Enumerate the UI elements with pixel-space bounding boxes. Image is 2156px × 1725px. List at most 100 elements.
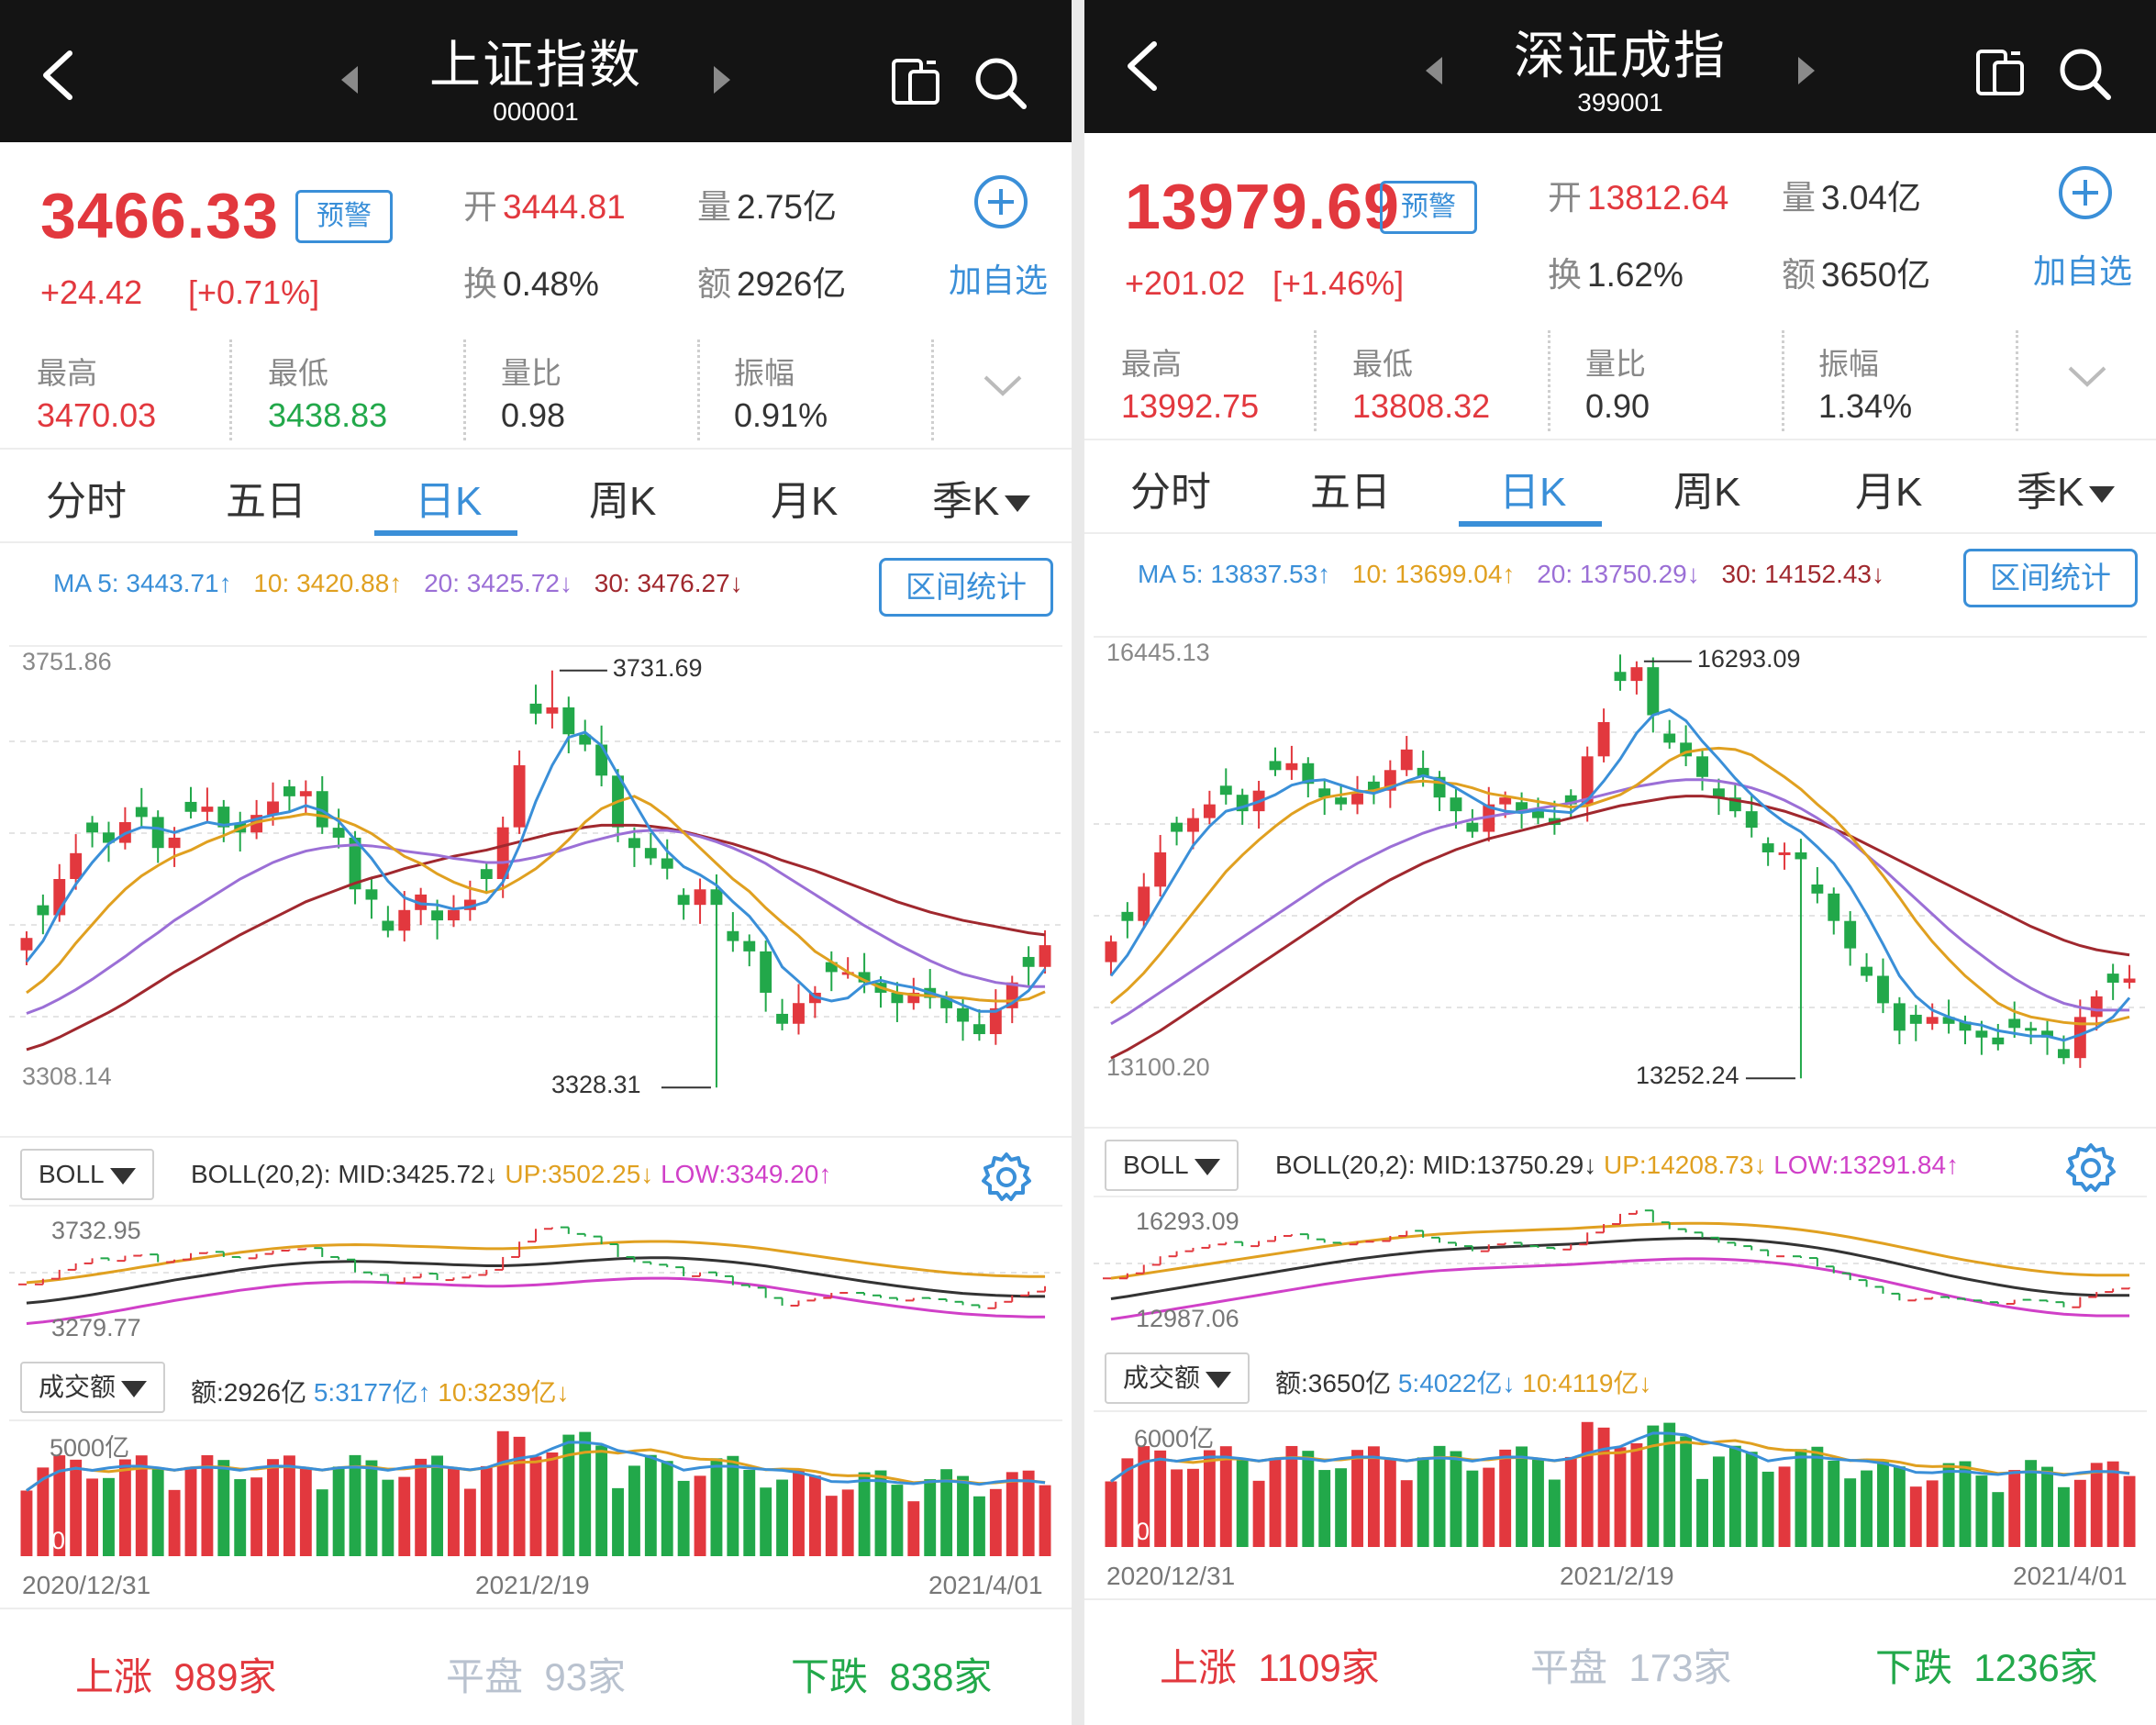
volume-bar xyxy=(1483,1467,1495,1547)
candle-body xyxy=(1877,975,1889,1004)
tab-quarterly-k[interactable]: 季K xyxy=(2017,459,2116,518)
prev-index-arrow-icon[interactable] xyxy=(1426,57,1442,84)
candle-body xyxy=(1663,733,1676,743)
add-watchlist-button[interactable]: 加自选 xyxy=(2033,252,2133,290)
candlestick-chart[interactable] xyxy=(1094,622,2147,1118)
amount-field: 额 3650亿 xyxy=(1782,247,1930,296)
search-icon[interactable] xyxy=(2055,44,2114,103)
candle-body xyxy=(1959,1021,1972,1031)
tab-daily-k[interactable]: 日K xyxy=(1499,470,1567,515)
header-bar: 上证指数 000001 xyxy=(0,0,1072,142)
boll-y-bottom-label: 3279.77 xyxy=(51,1314,141,1341)
candle-body xyxy=(1861,966,1873,976)
unchanged: 平盘 93家 xyxy=(446,1646,626,1702)
volume-bar xyxy=(1680,1436,1693,1547)
stat-value: 0.98 xyxy=(501,396,566,434)
volume-bar xyxy=(1400,1480,1413,1547)
search-icon[interactable] xyxy=(971,53,1029,112)
open-value: 3444.81 xyxy=(503,188,626,226)
volume-bar xyxy=(808,1475,821,1556)
candle-body xyxy=(1761,843,1774,852)
price-change: +24.42 xyxy=(40,273,143,311)
volume-bar xyxy=(1450,1451,1462,1547)
tab-monthly-k[interactable]: 月K xyxy=(771,479,839,524)
prev-index-arrow-icon[interactable] xyxy=(341,66,358,94)
indicator-select[interactable]: BOLL xyxy=(20,1149,154,1200)
tab-five-day[interactable]: 五日 xyxy=(226,479,306,524)
y-axis-top-label: 3751.86 xyxy=(22,648,112,675)
ma5-line xyxy=(25,730,1047,1013)
volume-values: 额:3650亿 5:4022亿↓ 10:4119亿↓ xyxy=(1275,1363,1651,1400)
tab-weekly-k[interactable]: 周K xyxy=(589,479,657,524)
price-change: +201.02 xyxy=(1125,264,1246,302)
decliners-count: 838家 xyxy=(889,1655,993,1698)
next-index-arrow-icon[interactable] xyxy=(1798,57,1815,84)
candle-body xyxy=(1269,761,1282,771)
volume-bar xyxy=(546,1452,559,1556)
candlestick-chart[interactable] xyxy=(9,631,1062,1127)
indicator-select-label: BOLL xyxy=(39,1160,105,1188)
volume-bar xyxy=(628,1465,640,1556)
volume-bar xyxy=(1909,1486,1922,1547)
volume-bar xyxy=(415,1458,428,1556)
volume-bar xyxy=(118,1459,131,1556)
candle-body xyxy=(2090,996,2103,1018)
index-panel-sh: 上证指数 000001 3466.33 预警 +24.42 [+0.71%] 开… xyxy=(0,0,1072,1725)
candle-body xyxy=(1696,756,1708,777)
volume-bar xyxy=(382,1479,395,1556)
candle-body xyxy=(349,837,361,890)
chevron-down-icon[interactable] xyxy=(982,372,1024,399)
landscape-switch-icon[interactable] xyxy=(1973,44,2028,99)
landscape-switch-icon[interactable] xyxy=(888,53,943,108)
candle-body xyxy=(1844,920,1857,949)
price-alert-button[interactable]: 预警 xyxy=(1380,181,1477,234)
volume-bar xyxy=(1926,1480,1939,1547)
volume-bar xyxy=(957,1475,969,1556)
candle-body xyxy=(1630,667,1643,682)
stat-divider xyxy=(2016,330,2018,431)
boll-name: BOLL(20,2): xyxy=(1275,1151,1416,1179)
tab-five-day[interactable]: 五日 xyxy=(1310,470,1391,515)
volume-bar xyxy=(529,1456,542,1556)
volume-bar xyxy=(710,1458,723,1556)
indicator-select[interactable]: BOLL xyxy=(1105,1140,1239,1191)
dropdown-triangle-icon xyxy=(121,1380,148,1397)
tab-daily-k[interactable]: 日K xyxy=(415,479,483,524)
volume-bar xyxy=(760,1487,772,1556)
candle-body xyxy=(1795,851,1807,860)
range-stats-button[interactable]: 区间统计 xyxy=(879,558,1053,617)
back-arrow-icon[interactable] xyxy=(1121,39,1165,94)
add-watchlist-button[interactable]: 加自选 xyxy=(949,262,1049,299)
range-stats-button[interactable]: 区间统计 xyxy=(1963,549,2138,607)
chevron-down-icon[interactable] xyxy=(2066,362,2108,390)
volume-bar xyxy=(1761,1471,1774,1547)
candle-body xyxy=(710,889,723,906)
back-arrow-icon[interactable] xyxy=(37,48,81,103)
add-watchlist-icon[interactable] xyxy=(2057,164,2114,221)
y-axis-bottom-label: 13100.20 xyxy=(1106,1053,1210,1081)
tab-quarterly-k[interactable]: 季K xyxy=(932,468,1031,527)
volume-bar xyxy=(463,1488,476,1556)
tab-monthly-k[interactable]: 月K xyxy=(1855,470,1923,515)
volume-value: 3.04亿 xyxy=(1821,179,1922,217)
price-alert-button[interactable]: 预警 xyxy=(295,190,393,243)
open-label: 开 xyxy=(1548,179,1582,217)
stat-low: 最低 3438.83 xyxy=(268,339,497,440)
tab-weekly-k[interactable]: 周K xyxy=(1673,470,1741,515)
volume-indicator-select[interactable]: 成交额 xyxy=(1105,1352,1250,1404)
volume-bar xyxy=(1269,1457,1282,1547)
add-watchlist-icon[interactable] xyxy=(972,173,1029,230)
volume-bar xyxy=(168,1489,181,1556)
settings-gear-icon[interactable] xyxy=(2064,1141,2117,1195)
settings-gear-icon[interactable] xyxy=(980,1151,1033,1204)
dropdown-triangle-icon xyxy=(1194,1158,1220,1175)
candle-body xyxy=(1285,762,1298,771)
candle-body xyxy=(1942,1017,1955,1024)
volume-bar xyxy=(103,1477,115,1556)
volume-bar xyxy=(1022,1470,1035,1556)
volume-bar xyxy=(1975,1475,1988,1547)
tab-intraday[interactable]: 分时 xyxy=(46,479,127,524)
next-index-arrow-icon[interactable] xyxy=(714,66,730,94)
volume-indicator-select[interactable]: 成交额 xyxy=(20,1362,166,1413)
tab-intraday[interactable]: 分时 xyxy=(1130,470,1211,515)
